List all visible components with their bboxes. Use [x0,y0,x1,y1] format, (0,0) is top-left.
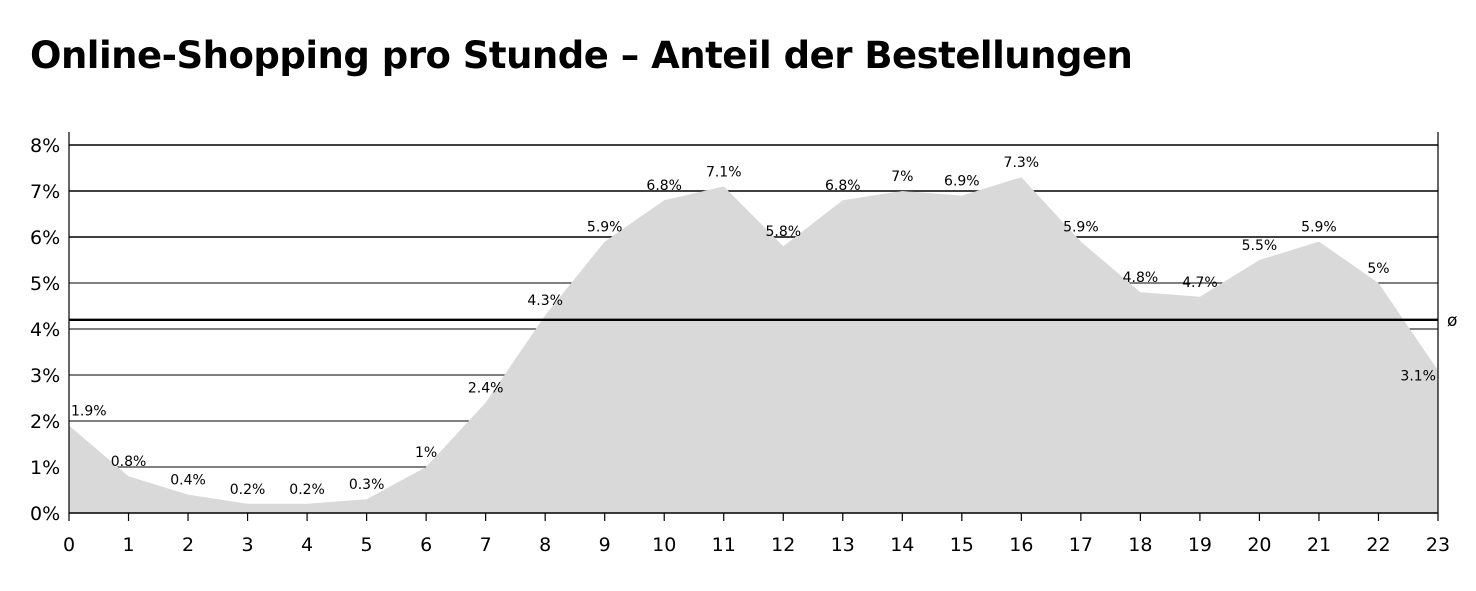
x-tick-label: 2 [182,534,194,556]
y-tick-label: 3% [30,365,60,387]
data-label: 0.2% [230,482,266,498]
data-label-layer: 1.9% 0.8% 0.4% 0.2% 0.2% 0.3% 1% 2.4% 4.3% 5.9% 6.… [71,155,1436,498]
x-tick-label: 22 [1366,534,1390,556]
x-tick-label: 3 [242,534,254,556]
x-tick-label: 6 [420,534,432,556]
x-tick-label: 17 [1069,534,1093,556]
y-tick-label: 8% [30,135,60,157]
data-label: 4.8% [1123,270,1159,286]
x-tick-label: 16 [1009,534,1033,556]
x-tick-label: 15 [950,534,974,556]
data-label: 3.1% [1400,368,1436,384]
data-label: 7% [891,169,913,185]
x-tick-label: 5 [361,534,373,556]
data-label: 5.9% [1301,220,1337,236]
average-label: ø [1447,311,1457,331]
area-layer [69,177,1438,513]
data-label: 5.8% [765,224,801,240]
axis-layer: 0%1%2%3%4%5%6%7%8%0 1 2 3 4 5 6 7 8 9 10 11 12 13 14 15… [30,132,1450,556]
y-tick-label: 1% [30,457,60,479]
data-label: 7.3% [1004,155,1040,171]
y-tick-label: 5% [30,273,60,295]
x-tick-label: 7 [480,534,492,556]
x-tick-label: 10 [652,534,676,556]
x-tick-label: 14 [890,534,914,556]
x-tick-label: 8 [539,534,551,556]
data-label: 5.9% [587,220,623,236]
x-tick-label: 9 [599,534,611,556]
data-label: 0.8% [111,454,147,470]
y-tick-label: 0% [30,503,60,525]
data-label: 4.7% [1182,275,1218,291]
x-tick-label: 19 [1188,534,1212,556]
data-label: 0.2% [289,482,325,498]
x-tick-label: 0 [63,534,75,556]
data-label: 1% [415,445,437,461]
data-label: 7.1% [706,164,742,180]
average-layer: ø [69,311,1457,331]
x-tick-label: 12 [771,534,795,556]
series-area [69,177,1438,513]
data-label: 5% [1367,261,1389,277]
data-label: 6.9% [944,174,980,190]
data-label: 2.4% [468,381,504,397]
data-label: 5.9% [1063,220,1099,236]
x-tick-label: 1 [122,534,134,556]
data-label: 4.3% [527,293,563,309]
x-tick-label: 20 [1247,534,1271,556]
data-label: 6.8% [646,178,682,194]
x-tick-label: 11 [712,534,736,556]
x-tick-label: 23 [1426,534,1450,556]
y-tick-label: 7% [30,181,60,203]
data-label: 0.3% [349,477,385,493]
x-tick-label: 13 [831,534,855,556]
data-label: 1.9% [71,404,107,420]
x-tick-label: 18 [1128,534,1152,556]
data-label: 5.5% [1242,238,1278,254]
data-label: 6.8% [825,178,861,194]
y-tick-label: 6% [30,227,60,249]
chart-title: Online-Shopping pro Stunde – Anteil der … [30,34,1133,77]
y-tick-label: 4% [30,319,60,341]
y-tick-label: 2% [30,411,60,433]
data-label: 0.4% [170,473,206,489]
x-tick-label: 21 [1307,534,1331,556]
x-tick-label: 4 [301,534,313,556]
